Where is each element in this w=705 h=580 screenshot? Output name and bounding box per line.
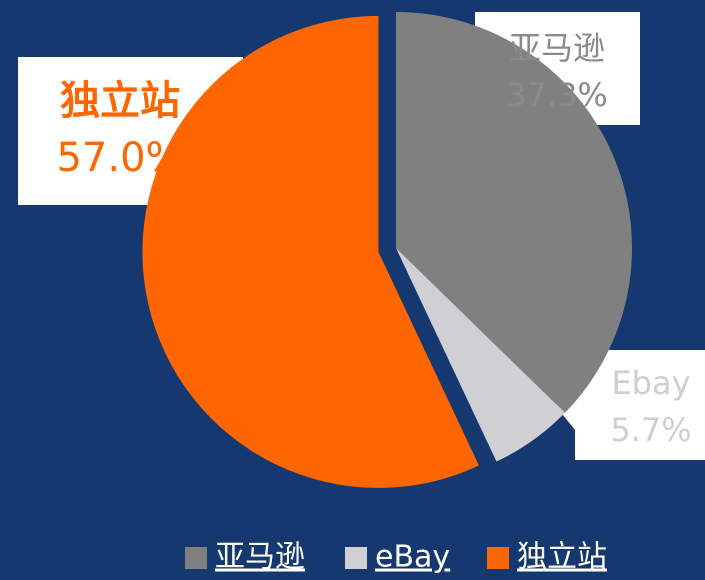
legend-label: eBay [375, 540, 450, 575]
legend-swatch [345, 547, 367, 569]
callout-label: 独立站 [60, 78, 180, 124]
legend-label: 独立站 [517, 540, 607, 575]
legend-swatch [185, 547, 207, 569]
callout-value: 37.3% [506, 76, 608, 114]
callout-value: 5.7% [610, 411, 691, 449]
callout-label: Ebay [611, 364, 690, 402]
pie-slice [396, 12, 632, 413]
pie-slice [142, 15, 479, 488]
legend-swatch [487, 547, 509, 569]
pie-slice [396, 248, 565, 462]
callout-value: 57.0% [56, 135, 183, 181]
callout-label: 亚马逊 [509, 29, 605, 67]
legend-label: 亚马逊 [215, 540, 305, 575]
